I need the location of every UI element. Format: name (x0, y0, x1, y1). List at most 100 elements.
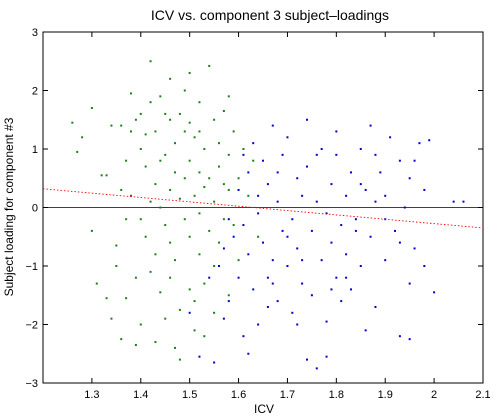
data-point (154, 341, 157, 344)
data-point (193, 194, 196, 197)
data-point (306, 118, 308, 121)
data-point (169, 118, 172, 121)
data-point (364, 329, 367, 332)
data-point (208, 64, 211, 67)
data-point (159, 206, 162, 209)
data-point (237, 259, 240, 262)
data-point (345, 276, 348, 279)
plot-area: 1.3 1.4 1.5 1.6 1.7 1.8 1.9 2 2.1 −3 −2 −1 0 1 2 3 (25, 27, 490, 401)
data-point (413, 159, 416, 162)
data-point (105, 297, 108, 300)
data-point (90, 107, 93, 110)
data-point (183, 177, 186, 180)
data-point (125, 218, 128, 221)
data-point (139, 218, 142, 221)
data-point (222, 183, 225, 186)
data-point (71, 121, 74, 124)
data-point (208, 229, 211, 232)
data-point (149, 60, 152, 63)
y-tick-label: 2 (32, 86, 38, 98)
data-point (164, 224, 167, 227)
data-point (208, 177, 211, 180)
data-point (213, 361, 216, 364)
data-point (222, 218, 225, 221)
data-point (408, 177, 411, 180)
data-point (188, 71, 191, 74)
y-tick-label: −3 (25, 378, 38, 390)
data-point (320, 148, 323, 150)
data-point (139, 148, 142, 150)
data-point (227, 300, 230, 303)
data-point (149, 270, 152, 273)
data-point (242, 224, 245, 227)
data-point (154, 183, 157, 186)
data-point (281, 229, 284, 232)
data-point (413, 247, 416, 250)
data-point (218, 265, 220, 267)
data-point (115, 265, 118, 267)
data-point (345, 253, 348, 256)
data-point (198, 171, 201, 174)
data-point (296, 177, 299, 180)
data-point (100, 174, 103, 177)
data-point (208, 276, 211, 279)
data-point (222, 247, 225, 250)
data-point (389, 136, 392, 139)
data-point (350, 288, 352, 291)
data-point (198, 101, 201, 104)
x-tick-label: 1.4 (133, 389, 148, 401)
data-point (198, 355, 201, 358)
data-point (354, 229, 357, 232)
x-tick-label: 1.7 (280, 389, 295, 401)
data-point (374, 200, 377, 203)
y-tick-label: 1 (32, 144, 38, 156)
data-point (394, 229, 396, 232)
data-point (164, 112, 167, 115)
data-point (330, 288, 333, 291)
data-point (266, 305, 269, 308)
data-point (144, 133, 147, 136)
data-point (374, 153, 377, 156)
data-point (203, 186, 206, 189)
data-point (403, 206, 406, 209)
data-point (134, 276, 137, 279)
data-point (90, 229, 93, 232)
data-point (374, 305, 377, 308)
data-point (130, 92, 132, 95)
data-point (139, 112, 142, 115)
data-point (247, 171, 250, 174)
data-point (242, 148, 245, 150)
data-point (315, 367, 318, 370)
chart-title: ICV vs. component 3 subject–loadings (151, 7, 389, 23)
data-point (213, 265, 216, 267)
x-tick-label: 1.9 (378, 389, 393, 401)
data-point (452, 200, 455, 203)
x-tick-label: 1.6 (231, 389, 246, 401)
data-point (95, 282, 98, 285)
data-point (433, 291, 436, 294)
data-point (169, 77, 172, 80)
data-point (315, 200, 318, 203)
data-point (286, 136, 289, 139)
data-point (188, 311, 191, 314)
data-point (203, 148, 206, 150)
data-point (257, 235, 260, 238)
data-point (218, 241, 220, 244)
data-point (188, 288, 191, 291)
data-point (237, 188, 240, 191)
data-point (384, 259, 387, 262)
data-point (183, 218, 186, 221)
data-point (188, 235, 191, 238)
data-point (178, 197, 181, 200)
x-tick-label: 1.8 (329, 389, 344, 401)
data-point (222, 317, 225, 320)
data-point (462, 200, 465, 203)
data-point (247, 352, 250, 355)
data-point (193, 136, 196, 139)
data-point (306, 165, 308, 168)
y-tick-label: 0 (32, 203, 38, 215)
data-point (262, 159, 264, 162)
data-point (335, 276, 338, 279)
data-point (227, 95, 230, 98)
data-point (232, 130, 235, 133)
